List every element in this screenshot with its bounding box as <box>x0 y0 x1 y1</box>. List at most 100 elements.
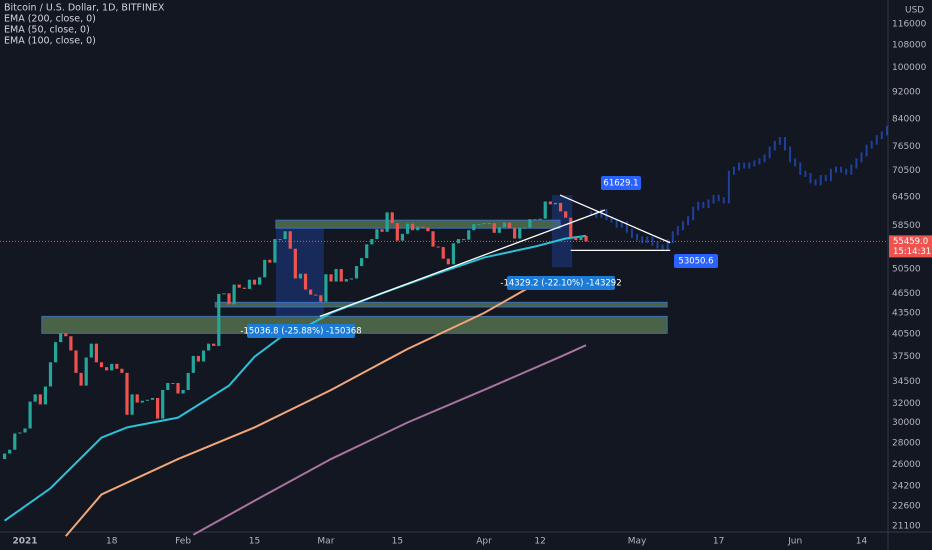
candle <box>237 284 241 288</box>
annotation-box <box>507 276 615 290</box>
candle <box>349 278 354 280</box>
projection-bar <box>610 216 613 223</box>
candle <box>69 336 73 351</box>
candle <box>217 293 221 346</box>
candle <box>421 226 425 228</box>
candle <box>191 355 195 373</box>
x-tick-label: 17 <box>713 537 724 547</box>
x-tick-label: Mar <box>317 537 334 547</box>
candle <box>227 293 231 305</box>
annotation-box <box>601 176 641 190</box>
projection-bar <box>845 168 848 175</box>
last-price-tag <box>889 235 932 258</box>
candle <box>370 239 374 245</box>
y-tick-label: 58500 <box>892 221 921 231</box>
candle <box>334 269 338 282</box>
candle <box>156 397 160 419</box>
candle <box>472 224 476 231</box>
candle <box>84 357 88 386</box>
candle <box>94 343 98 363</box>
y-tick-label: 108000 <box>892 40 927 50</box>
projection-bar <box>692 206 695 221</box>
candle <box>298 273 303 279</box>
projection-bar <box>799 162 802 175</box>
y-tick-label: 40500 <box>892 330 921 340</box>
candle <box>263 259 267 278</box>
candle <box>426 227 430 232</box>
projection-bar <box>590 211 593 216</box>
y-tick-label: 43500 <box>892 308 921 318</box>
candle <box>232 284 236 305</box>
candle <box>543 201 547 219</box>
projection-bar <box>850 164 853 175</box>
projection-bar <box>661 244 664 252</box>
candle <box>513 228 517 239</box>
projection-bar <box>697 201 700 211</box>
y-tick-label: 28000 <box>892 438 921 448</box>
x-tick-label: 2021 <box>12 537 37 547</box>
y-tick-label: 84000 <box>892 115 921 125</box>
y-tick-label: 116000 <box>892 19 927 29</box>
legend-entry: EMA (200, close, 0) <box>4 14 96 25</box>
candle <box>528 219 532 228</box>
projection-bar <box>870 140 873 149</box>
candle <box>161 389 165 419</box>
projection-bar <box>753 160 756 167</box>
y-tick-label: 46500 <box>892 289 921 299</box>
x-tick-label: May <box>628 537 647 547</box>
annotation-label: 53050.6 <box>678 257 713 267</box>
candle <box>171 383 175 385</box>
candle <box>380 229 384 232</box>
projection-bar <box>809 172 812 184</box>
candle <box>462 239 466 241</box>
candle <box>247 279 252 289</box>
y-tick-label: 37500 <box>892 352 921 362</box>
projection-bar <box>625 221 628 233</box>
projection-bar <box>804 170 807 177</box>
support-zone <box>214 301 668 308</box>
candle <box>53 342 58 363</box>
projection-bar <box>738 162 741 171</box>
projection-bar <box>615 218 618 228</box>
candle <box>258 277 262 285</box>
legend-entry: Bitcoin / U.S. Dollar, 1D, BITFINEX <box>4 3 165 14</box>
candle <box>339 269 343 282</box>
candle <box>579 235 583 241</box>
candle <box>523 227 527 229</box>
x-tick-label: 18 <box>106 537 118 547</box>
projection-bar <box>865 144 868 157</box>
projection-bar <box>636 233 639 241</box>
candle <box>150 397 155 400</box>
candle <box>487 223 491 225</box>
candle <box>416 226 420 231</box>
candle <box>166 383 170 390</box>
projection-bar <box>794 158 797 167</box>
projection-bar <box>824 175 827 182</box>
candle <box>293 248 297 279</box>
candle <box>538 218 542 220</box>
candle <box>2 453 7 460</box>
projection-bar <box>676 226 679 236</box>
annotation-box <box>247 324 355 338</box>
candle <box>145 399 150 401</box>
y-tick-label: 76500 <box>892 142 921 152</box>
projection-bar <box>707 199 710 209</box>
projection-bar <box>687 216 690 226</box>
annotation-label: -15036.8 (-25.88%) -150368 <box>240 327 361 337</box>
projection-bar <box>666 239 669 252</box>
y-tick-label: 26000 <box>892 460 921 470</box>
candle <box>405 223 410 234</box>
candle <box>548 201 552 205</box>
candle <box>441 247 445 259</box>
candle <box>467 230 471 240</box>
candle <box>309 289 313 295</box>
projection-bar <box>814 179 817 186</box>
candle <box>38 394 42 405</box>
projection-bar <box>819 175 822 186</box>
candle <box>89 343 93 358</box>
candle <box>110 363 114 371</box>
measure-box <box>275 228 324 317</box>
candle <box>283 231 287 240</box>
x-tick-label: Jun <box>787 537 802 547</box>
x-tick-label: 14 <box>856 537 868 547</box>
